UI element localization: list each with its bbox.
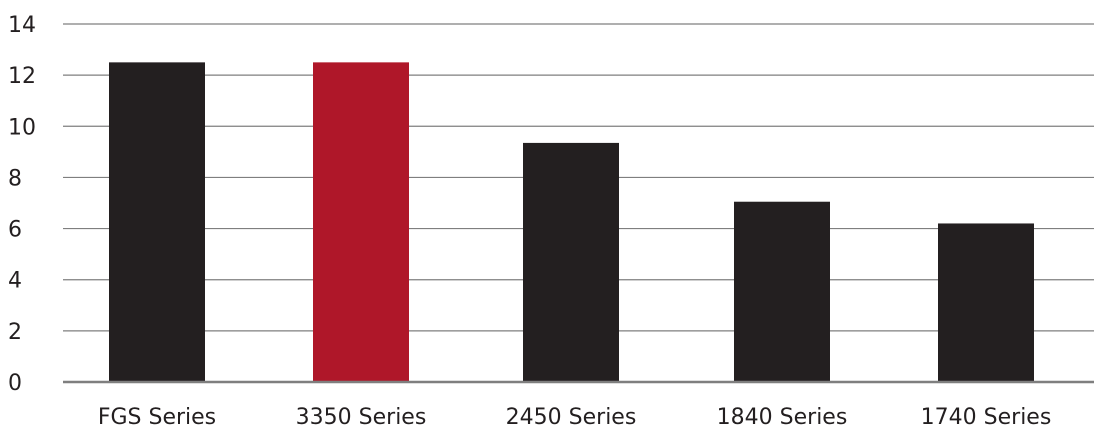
x-tick-label-fgs-series: FGS Series xyxy=(98,405,216,430)
y-tick-label-0: 0 xyxy=(8,371,22,396)
y-tick-label-4: 4 xyxy=(8,269,22,294)
x-tick-label-2450-series: 2450 Series xyxy=(506,405,637,430)
x-tick-label-1840-series: 1840 Series xyxy=(717,405,848,430)
bar-fgs-series xyxy=(109,62,205,382)
bar-1840-series xyxy=(734,201,830,382)
y-tick-label-8: 8 xyxy=(8,166,22,191)
y-tick-label-12: 12 xyxy=(8,64,36,89)
x-tick-label-1740-series: 1740 Series xyxy=(921,405,1052,430)
x-axis-ticks: FGS Series 3350 Series 2450 Series 1840 Ser… xyxy=(98,405,1051,430)
y-tick-label-6: 6 xyxy=(8,218,22,243)
y-tick-label-14: 14 xyxy=(8,13,36,38)
y-tick-label-10: 10 xyxy=(8,115,36,140)
bar-2450-series xyxy=(523,142,619,382)
x-tick-label-3350-series: 3350 Series xyxy=(296,405,427,430)
bars xyxy=(109,62,1034,382)
y-tick-label-2: 2 xyxy=(8,320,22,345)
bar-3350-series xyxy=(313,62,409,382)
bar-1740-series xyxy=(938,223,1034,382)
y-axis-ticks: 0 2 4 6 8 10 12 14 xyxy=(8,13,36,396)
